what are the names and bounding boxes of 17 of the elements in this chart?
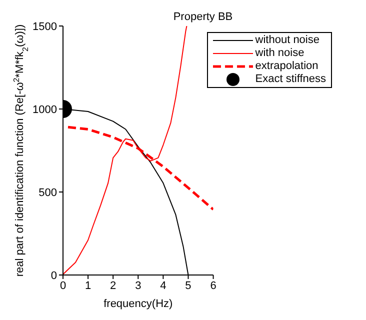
x-tick-label: 1 [84, 280, 92, 292]
x-tick-label: 4 [160, 280, 166, 292]
legend-label: without noise [255, 34, 320, 47]
y-tick-label: 0 [50, 270, 57, 282]
y-tick-label: 500 [38, 186, 57, 199]
x-tick-label: 2 [110, 280, 116, 292]
x-tick-label: 3 [135, 280, 142, 292]
x-tick-label: 5 [185, 280, 192, 292]
legend-label: extrapolation [255, 60, 318, 73]
y-tick-label: 1000 [32, 104, 57, 116]
x-tick-label: 6 [210, 280, 216, 292]
chart-title: Property BB [173, 11, 233, 23]
legend-label: with noise [255, 47, 304, 60]
x-axis-title: frequency(Hz) [104, 298, 173, 310]
x-tick-label: 0 [60, 280, 66, 292]
y-tick-label: 1500 [32, 20, 57, 33]
legend-label: Exact stiffness [255, 73, 326, 86]
